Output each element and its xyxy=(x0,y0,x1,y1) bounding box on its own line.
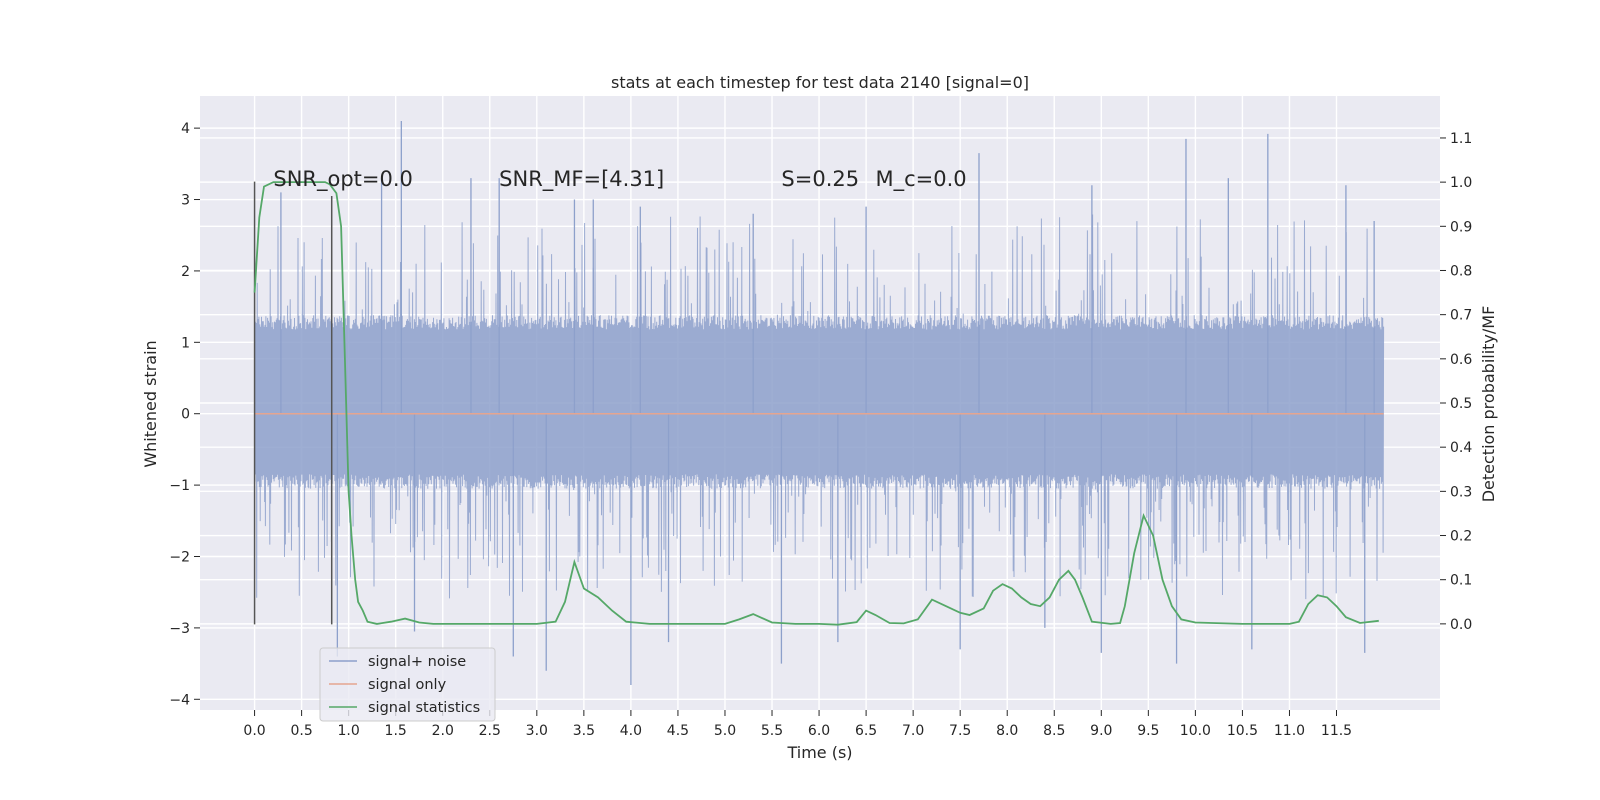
x-tick-label: 4.0 xyxy=(620,723,642,739)
x-tick-label: 8.0 xyxy=(996,723,1018,739)
x-tick-label: 9.0 xyxy=(1090,723,1112,739)
y-axis-right-label: Detection probability/MF xyxy=(1479,306,1498,503)
data-layer xyxy=(253,120,1385,686)
x-tick-label: 5.5 xyxy=(761,723,783,739)
y-right-tick-label: 0.0 xyxy=(1450,617,1472,633)
x-tick-label: 3.5 xyxy=(573,723,595,739)
annotation-text: SNR_MF=[4.31] xyxy=(499,167,664,192)
annotation-text: SNR_opt=0.0 xyxy=(273,167,413,192)
legend: signal+ noise signal only signal statist… xyxy=(319,647,496,722)
x-tick-label: 3.0 xyxy=(526,723,548,739)
x-tick-label: 9.5 xyxy=(1137,723,1159,739)
y-right-tick-label: 0.3 xyxy=(1450,484,1472,500)
x-tick-label: 6.0 xyxy=(808,723,830,739)
x-tick-label: 5.0 xyxy=(714,723,736,739)
y-tick-label: 4 xyxy=(181,121,190,137)
x-tick-label: 4.5 xyxy=(667,723,689,739)
legend-box xyxy=(319,647,496,722)
x-tick-label: 11.0 xyxy=(1274,723,1305,739)
x-tick-label: 11.5 xyxy=(1321,723,1352,739)
ticks-layer: 0.0 0.5 1.0 1.5 2.0 2.5 3.0 3.5 4.0 4.5 5.0 5.5 6.0 6… xyxy=(169,121,1472,739)
y-right-tick-label: 1.1 xyxy=(1450,131,1472,147)
y-tick-label: −4 xyxy=(169,692,190,708)
x-axis-label: Time (s) xyxy=(786,743,852,762)
x-tick-label: 2.0 xyxy=(432,723,454,739)
annotation-text: S=0.25 xyxy=(781,167,859,191)
y-right-tick-label: 0.2 xyxy=(1450,529,1472,545)
x-tick-label: 0.5 xyxy=(290,723,312,739)
x-tick-label: 2.5 xyxy=(479,723,501,739)
x-tick-label: 6.5 xyxy=(855,723,877,739)
y-tick-label: 2 xyxy=(181,264,190,280)
legend-label-statistics: signal statistics xyxy=(368,700,480,716)
legend-label-signal-only: signal only xyxy=(368,677,447,693)
y-tick-label: 3 xyxy=(181,193,190,209)
x-tick-label: 1.5 xyxy=(385,723,407,739)
y-right-tick-label: 0.1 xyxy=(1450,573,1472,589)
x-tick-label: 7.5 xyxy=(949,723,971,739)
x-tick-label: 10.0 xyxy=(1180,723,1211,739)
y-tick-label: 0 xyxy=(181,407,190,423)
y-axis-label: Whitened strain xyxy=(141,340,160,467)
chart-title: stats at each timestep for test data 214… xyxy=(611,73,1029,92)
x-tick-label: 8.5 xyxy=(1043,723,1065,739)
y-right-tick-label: 0.7 xyxy=(1450,308,1472,324)
x-tick-label: 7.0 xyxy=(902,723,924,739)
annotations-layer: SNR_opt=0.0 SNR_MF=[4.31] S=0.25 M_c=0.0 xyxy=(273,167,966,192)
x-tick-label: 1.0 xyxy=(338,723,360,739)
y-right-tick-label: 0.5 xyxy=(1450,396,1472,412)
annotation-text: M_c=0.0 xyxy=(876,167,967,192)
series-noise-line xyxy=(254,214,1385,600)
series-statistics-line xyxy=(253,181,1379,626)
legend-label-noise: signal+ noise xyxy=(368,654,466,670)
y-right-tick-label: 0.6 xyxy=(1450,352,1472,368)
y-tick-label: −1 xyxy=(169,478,190,494)
x-tick-label: 10.5 xyxy=(1227,723,1258,739)
y-tick-label: −3 xyxy=(169,621,190,637)
x-tick-label: 0.0 xyxy=(243,723,265,739)
y-right-tick-label: 1.0 xyxy=(1450,175,1472,191)
y-right-tick-label: 0.9 xyxy=(1450,219,1472,235)
y-tick-label: −2 xyxy=(169,550,190,566)
y-right-tick-label: 0.4 xyxy=(1450,440,1472,456)
y-tick-label: 1 xyxy=(181,335,190,351)
y-right-tick-label: 0.8 xyxy=(1450,263,1472,279)
